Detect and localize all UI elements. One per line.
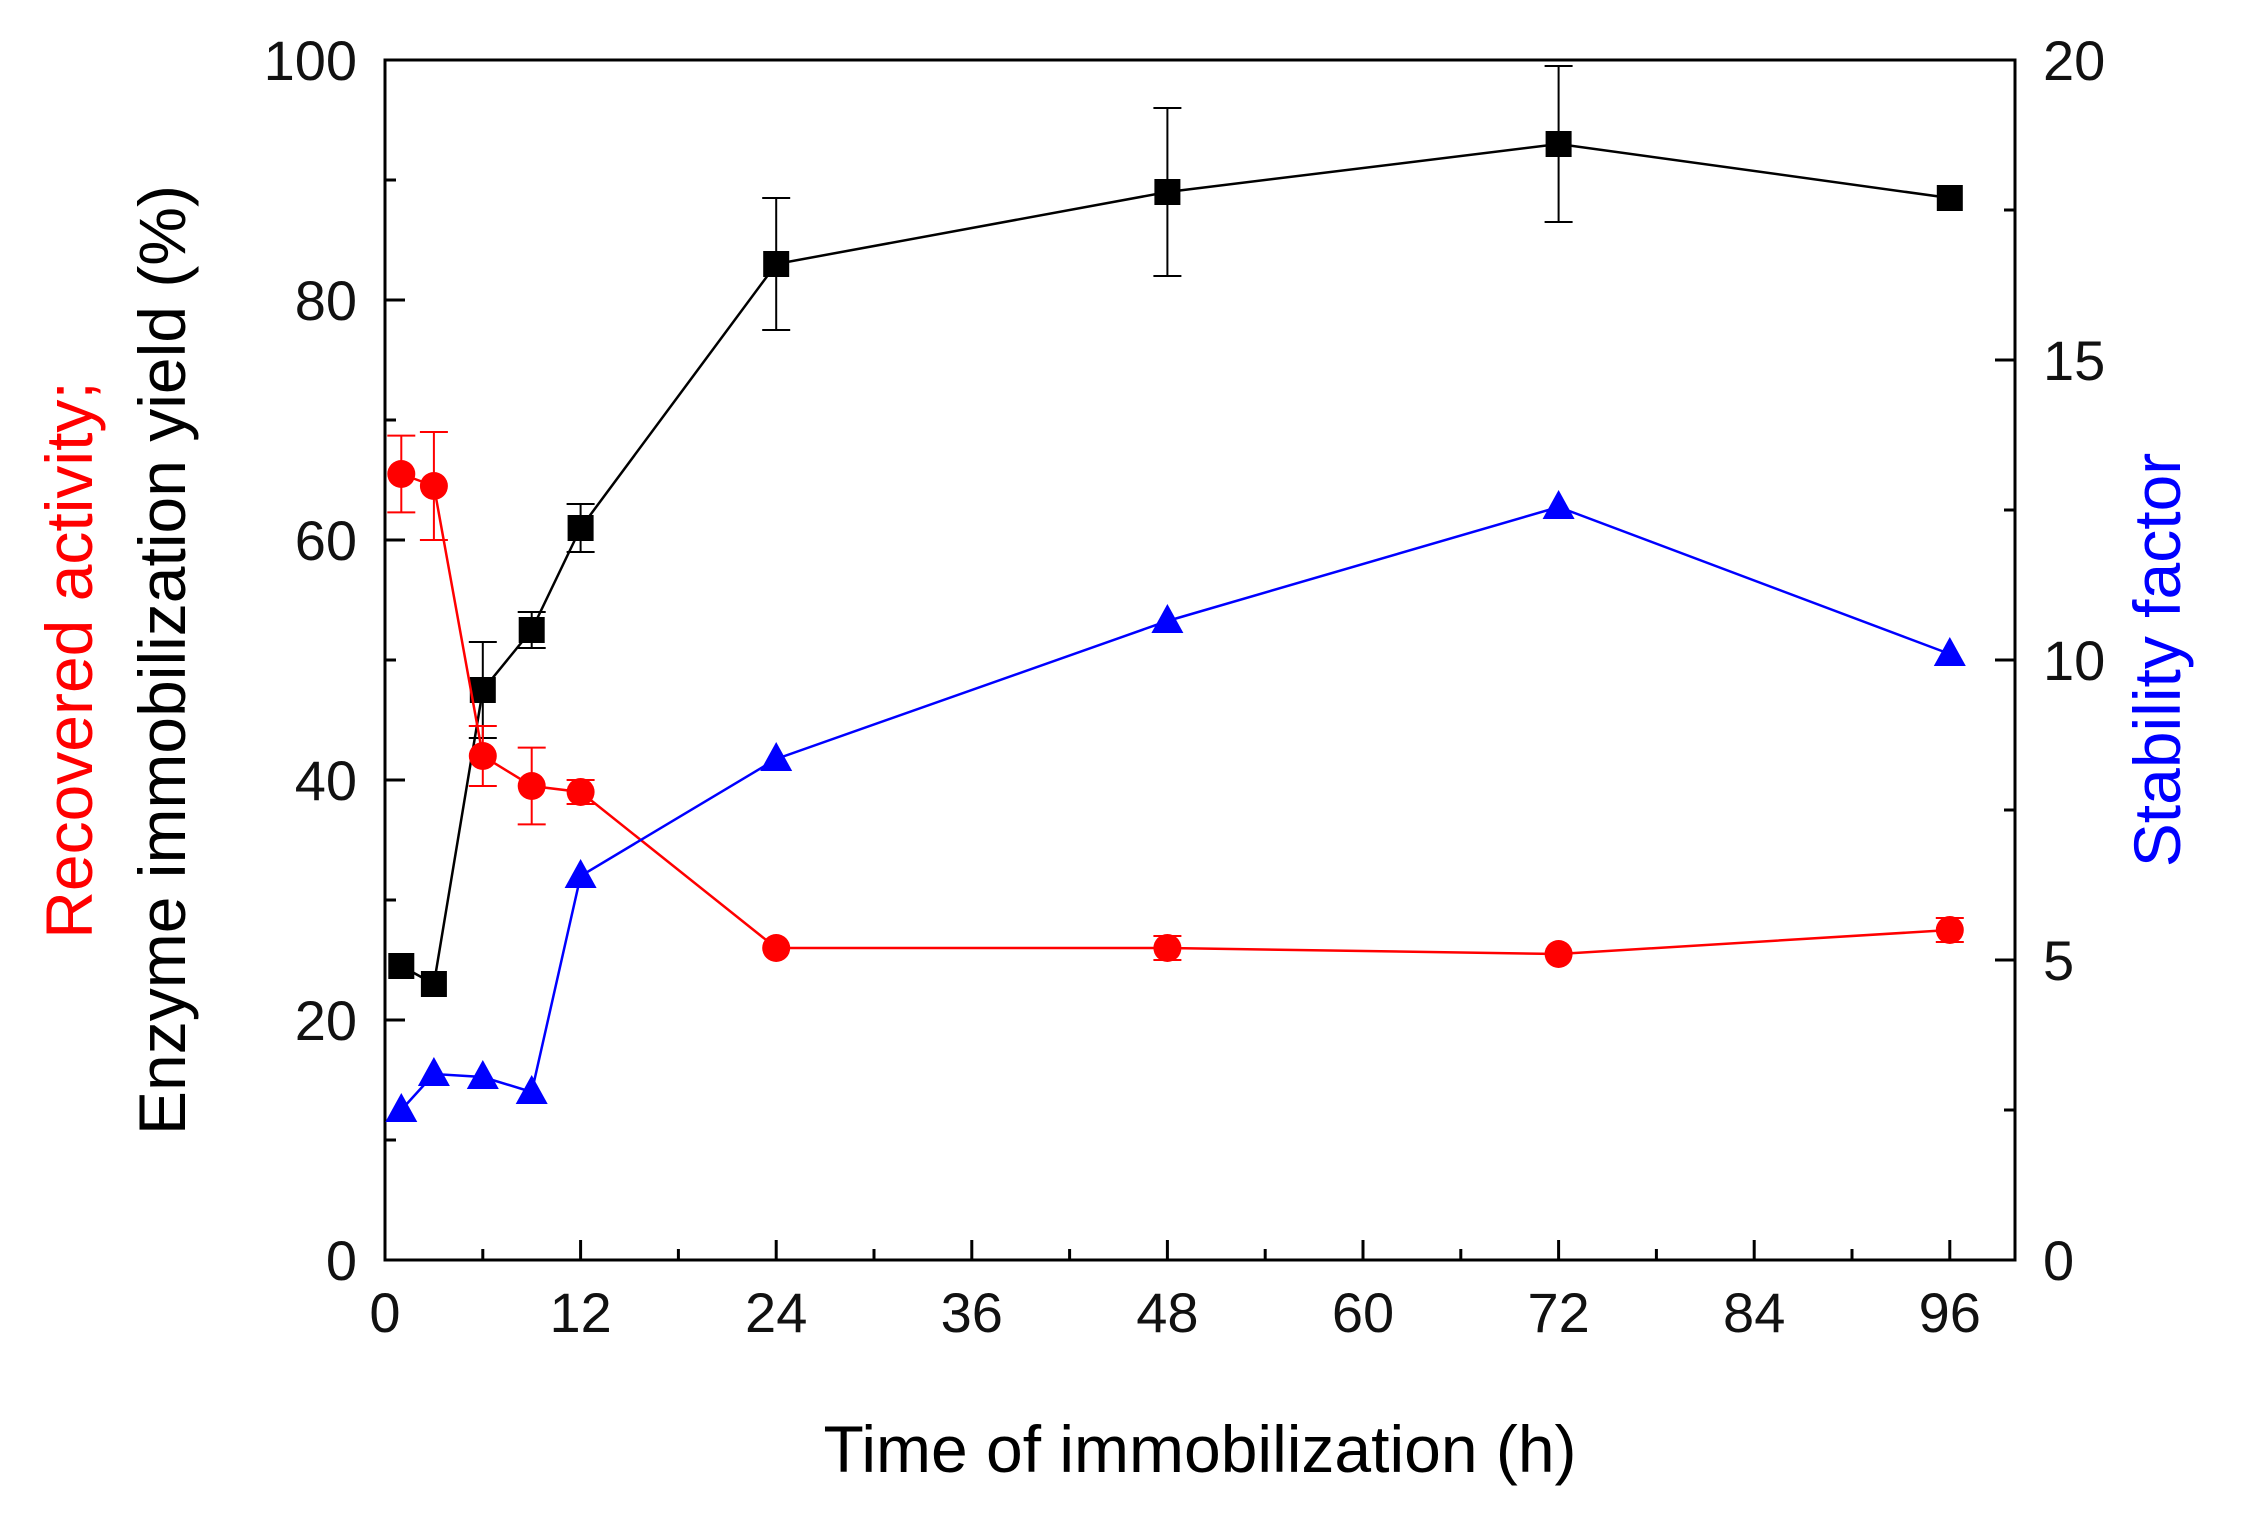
x-tick-label: 84: [1723, 1281, 1785, 1344]
ticks-group: [383, 58, 2015, 1262]
stability-factor-point: [564, 859, 597, 888]
stability-factor-point: [1151, 604, 1184, 633]
recovered-activity-point: [1153, 934, 1182, 962]
y-left-tick-label: 80: [295, 269, 357, 332]
series-group: [385, 65, 1966, 1122]
enzyme-immobilization-yield-line: [400, 142, 1950, 986]
recovered-activity-point: [566, 778, 595, 806]
y-left-tick-label: 100: [264, 29, 357, 92]
stability-factor-point: [760, 742, 793, 771]
axes-group: [383, 58, 2017, 1262]
recovered-activity-line: [400, 472, 1950, 956]
y-right-tick-label: 10: [2043, 629, 2105, 692]
recovered-activity-series: [387, 431, 1964, 968]
y-left-axis-title-line2: Enzyme immobilization yield (%): [125, 185, 199, 1135]
recovered-activity-point: [387, 460, 416, 488]
stability-factor-point: [466, 1060, 499, 1089]
y-right-tick-label: 20: [2043, 29, 2105, 92]
x-axis-title: Time of immobilization (h): [823, 1412, 1576, 1486]
y-left-axis-title-line1: Recovered activity;: [32, 381, 106, 939]
stability-factor-series: [385, 490, 1966, 1122]
enzyme-immobilization-yield-point: [567, 515, 594, 541]
x-tick-label: 96: [1919, 1281, 1981, 1344]
x-tick-label: 36: [941, 1281, 1003, 1344]
y-right-tick-label: 15: [2043, 329, 2105, 392]
enzyme-immobilization-yield-point: [518, 617, 545, 643]
enzyme-immobilization-yield-point: [388, 953, 415, 979]
x-tick-label: 12: [549, 1281, 611, 1344]
y-left-tick-label: 20: [295, 989, 357, 1052]
stability-factor-point: [1542, 490, 1575, 519]
stability-factor-point: [385, 1093, 418, 1122]
y-left-tick-label: 40: [295, 749, 357, 812]
y-right-tick-label: 5: [2043, 929, 2074, 992]
stability-factor-point: [515, 1075, 548, 1104]
enzyme-immobilization-yield-series: [388, 65, 1963, 997]
enzyme-immobilization-yield-point: [1154, 179, 1181, 205]
recovered-activity-point: [468, 742, 497, 770]
recovered-activity-point: [419, 472, 448, 500]
stability-factor-point: [417, 1057, 450, 1086]
y-right-axis-title: Stability factor: [2120, 453, 2194, 868]
enzyme-immobilization-yield-point: [420, 971, 447, 997]
y-left-tick-label: 0: [326, 1229, 357, 1292]
x-tick-label: 24: [745, 1281, 807, 1344]
y-left-tick-label: 60: [295, 509, 357, 572]
stability-factor-point: [1933, 637, 1966, 666]
tick-labels-group: 0 12 24 36 48 60 72 84 96 0 20 40 60 80 100 0 5 10 15 20: [264, 29, 2106, 1344]
stability-factor-line: [400, 505, 1951, 1111]
plot-frame: [383, 58, 2017, 1262]
recovered-activity-point: [1935, 916, 1964, 944]
recovered-activity-point: [517, 772, 546, 800]
x-tick-label: 60: [1332, 1281, 1394, 1344]
recovered-activity-point: [762, 934, 791, 962]
enzyme-immobilization-yield-point: [1545, 131, 1572, 157]
x-tick-label: 0: [369, 1281, 400, 1344]
enzyme-immobilization-yield-point: [469, 677, 496, 703]
enzyme-immobilization-yield-point: [763, 251, 790, 277]
x-tick-label: 72: [1527, 1281, 1589, 1344]
y-right-tick-label: 0: [2043, 1229, 2074, 1292]
x-tick-label: 48: [1136, 1281, 1198, 1344]
recovered-activity-point: [1544, 940, 1573, 968]
enzyme-immobilization-yield-point: [1936, 185, 1963, 211]
